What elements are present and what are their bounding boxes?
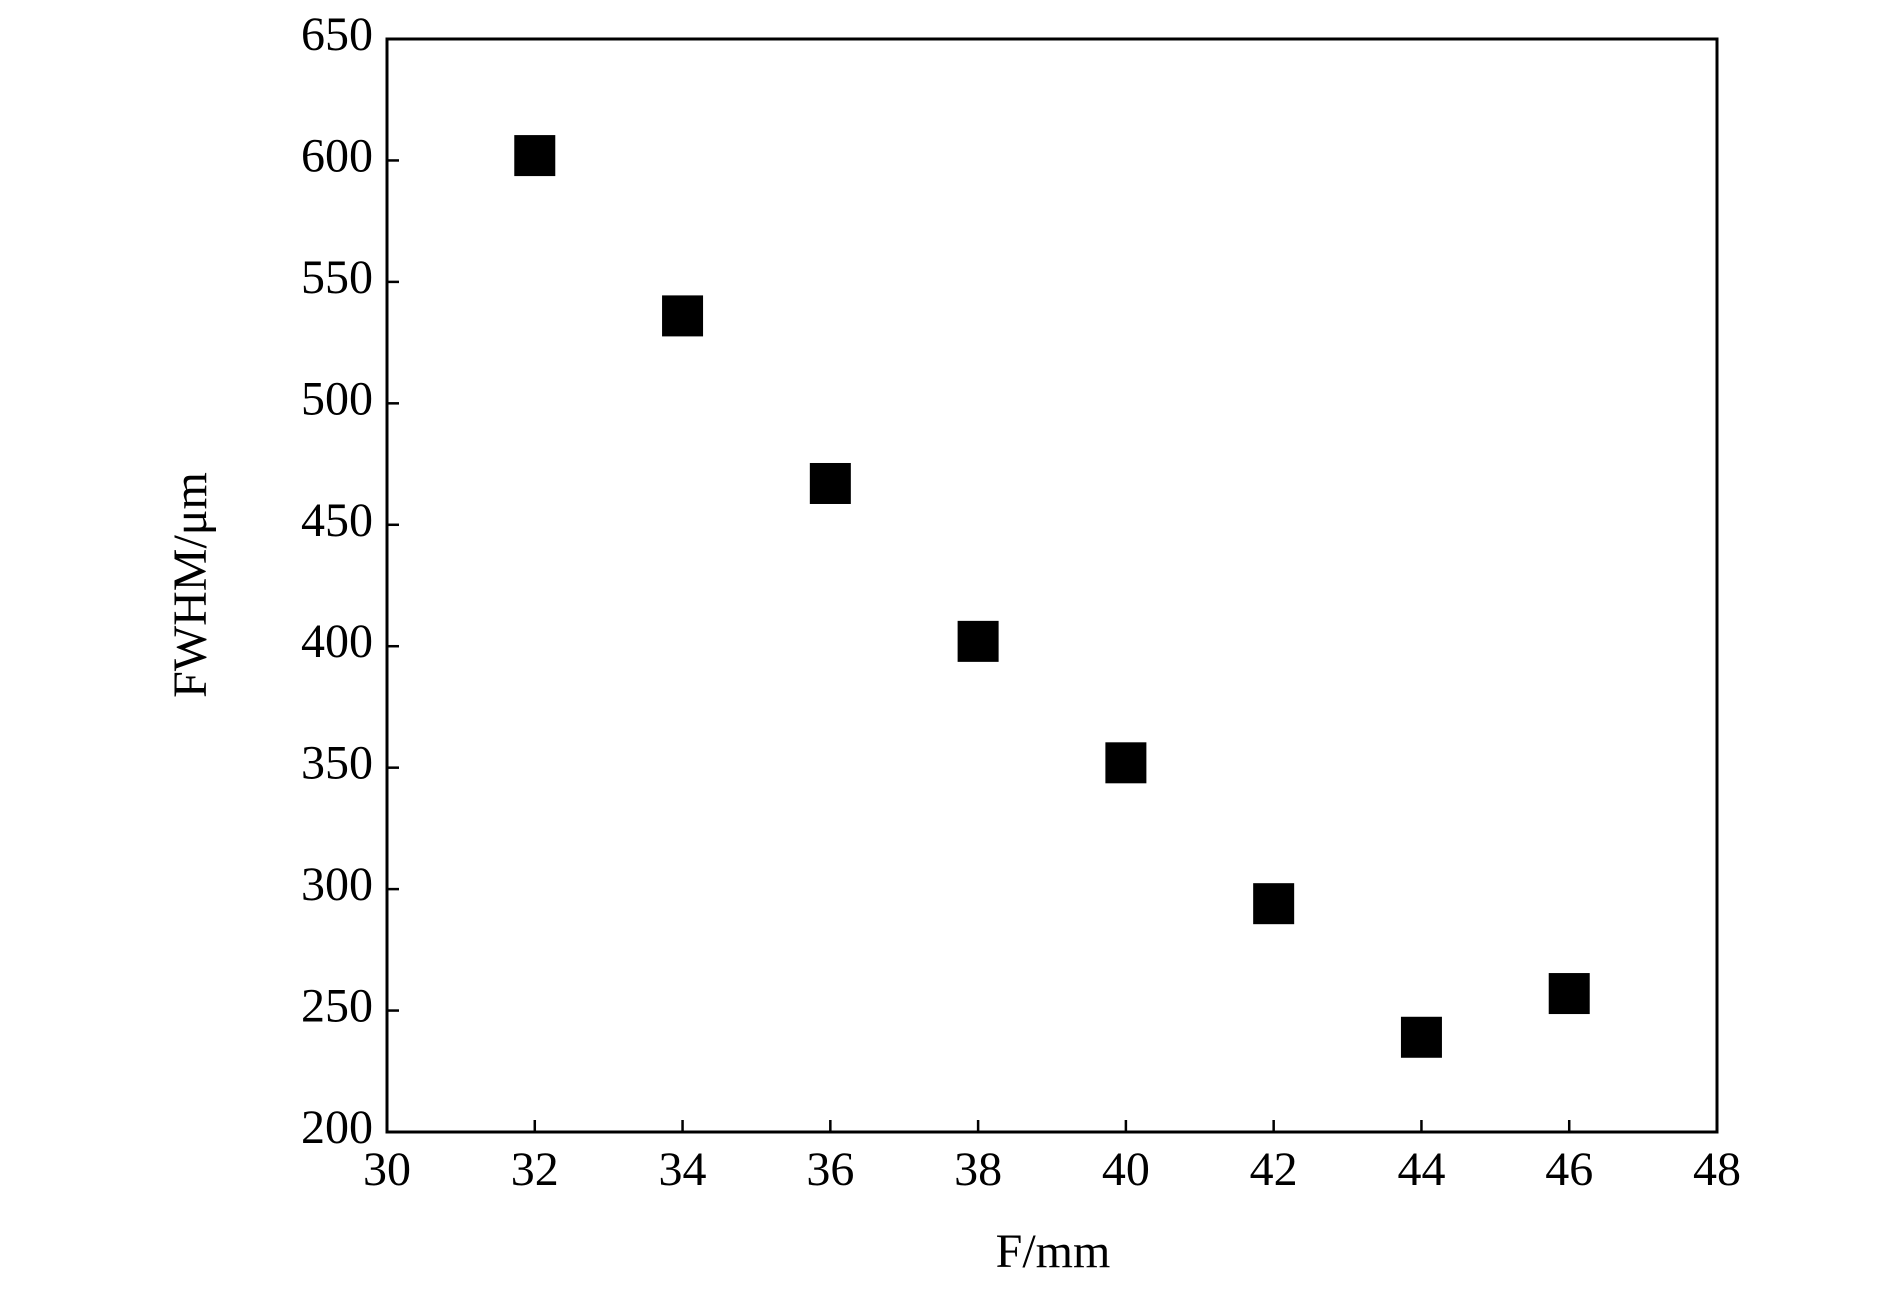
y-tick-label: 500 bbox=[301, 372, 373, 425]
y-tick-label: 350 bbox=[301, 737, 373, 790]
marker bbox=[514, 135, 556, 177]
marker bbox=[809, 462, 851, 504]
x-tick-label: 34 bbox=[659, 1143, 707, 1196]
x-tick-label: 44 bbox=[1397, 1143, 1445, 1196]
x-tick-label: 46 bbox=[1545, 1143, 1593, 1196]
x-tick-label: 42 bbox=[1250, 1143, 1298, 1196]
y-tick-label: 400 bbox=[301, 615, 373, 668]
y-tick-label: 550 bbox=[301, 251, 373, 304]
x-tick-label: 32 bbox=[511, 1143, 559, 1196]
y-tick-label: 600 bbox=[301, 129, 373, 182]
y-tick-label: 300 bbox=[301, 858, 373, 911]
marker bbox=[1105, 742, 1147, 784]
marker bbox=[1253, 883, 1295, 925]
marker bbox=[1400, 1016, 1442, 1058]
y-tick-label: 450 bbox=[301, 494, 373, 547]
y-axis-label: FWHM/μm bbox=[164, 472, 217, 698]
y-tick-label: 650 bbox=[301, 8, 373, 61]
marker bbox=[662, 295, 704, 337]
y-tick-label: 250 bbox=[301, 980, 373, 1033]
marker bbox=[1548, 973, 1590, 1015]
x-tick-label: 38 bbox=[954, 1143, 1002, 1196]
x-axis-label: F/mm bbox=[996, 1225, 1111, 1278]
y-tick-label: 200 bbox=[301, 1101, 373, 1154]
x-tick-label: 30 bbox=[363, 1143, 411, 1196]
marker bbox=[957, 620, 999, 662]
plot-frame bbox=[385, 37, 1719, 1134]
x-tick-label: 36 bbox=[806, 1143, 854, 1196]
x-tick-label: 48 bbox=[1693, 1143, 1741, 1196]
x-tick-label: 40 bbox=[1102, 1143, 1150, 1196]
